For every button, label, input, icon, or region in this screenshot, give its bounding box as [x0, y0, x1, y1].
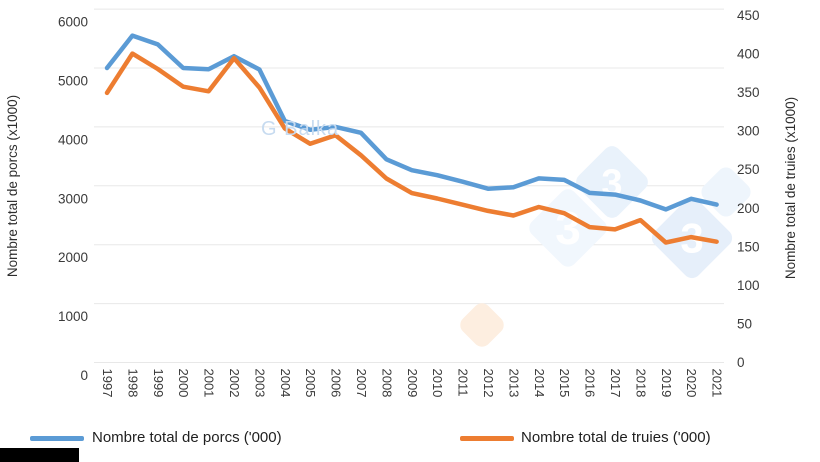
left-axis-tick-label: 1000 [58, 309, 88, 324]
x-tick-label: 2020 [684, 369, 699, 398]
right-axis-tick-label: 300 [737, 124, 760, 139]
left-axis-title: Nombre total de porcs (x1000) [5, 94, 20, 278]
right-axis-tick-label: 100 [737, 278, 760, 293]
x-tick-label: 2003 [252, 369, 267, 398]
right-axis-tick-label: 250 [737, 162, 760, 177]
left-axis-tick-label: 6000 [58, 15, 88, 30]
x-tick-label: 2021 [710, 369, 725, 398]
right-axis-title: Nombre total de truies (x1000) [783, 96, 798, 280]
right-axis-tick-label: 150 [737, 239, 760, 254]
watermark-diamond [460, 303, 504, 347]
x-tick-label: 2013 [506, 369, 521, 398]
series-line-porcs [104, 33, 719, 212]
left-axis-tick-label: 2000 [58, 250, 88, 265]
x-tick-label: 2010 [430, 369, 445, 398]
x-tick-label: 2011 [456, 369, 471, 397]
left-axis-tick-label: 3000 [58, 191, 88, 206]
left-axis-tick-label: 0 [80, 368, 88, 383]
x-tick-label: 1998 [125, 369, 140, 398]
x-tick-label: 2005 [303, 369, 318, 398]
watermark-digit: 3 [601, 162, 622, 204]
x-tick-label: 2019 [659, 369, 674, 398]
right-axis-tick-label: 350 [737, 85, 760, 100]
x-tick-label: 2017 [608, 369, 623, 398]
legend-swatch-porcs [30, 436, 84, 441]
legend-label-porcs: Nombre total de porcs ('000) [92, 429, 282, 446]
x-tick-label: 2002 [227, 369, 242, 398]
x-tick-label: 2008 [379, 369, 394, 398]
x-tick-label: 2006 [329, 369, 344, 398]
x-tick-label: 2018 [633, 369, 648, 398]
x-tick-label: 1999 [151, 369, 166, 398]
x-tick-label: 2007 [354, 369, 369, 398]
right-axis-tick-label: 0 [737, 355, 745, 370]
x-tick-label: 2012 [481, 369, 496, 398]
x-tick-label: 2001 [202, 369, 217, 398]
bottom-left-black-bar [0, 448, 79, 462]
x-tick-label: 2014 [532, 369, 547, 398]
series-line-truies [104, 51, 719, 245]
x-tick-label: 2009 [405, 369, 420, 398]
right-axis-tick-label: 50 [737, 316, 752, 331]
watermark-author-text: G Balka [261, 118, 340, 140]
x-tick-label: 2015 [557, 369, 572, 398]
legend-swatch-truies [460, 436, 514, 441]
x-tick-label: 2004 [278, 369, 293, 398]
x-tick-label: 1997 [100, 369, 115, 398]
legend-label-truies: Nombre total de truies ('000) [521, 429, 711, 446]
x-tick-label: 2016 [583, 369, 598, 398]
left-axis-tick-label: 4000 [58, 132, 88, 147]
right-axis-tick-label: 200 [737, 201, 760, 216]
left-axis-tick-label: 5000 [58, 74, 88, 89]
right-axis-tick-label: 450 [737, 8, 760, 23]
x-tick-label: 2000 [176, 369, 191, 398]
right-axis-tick-label: 400 [737, 47, 760, 62]
